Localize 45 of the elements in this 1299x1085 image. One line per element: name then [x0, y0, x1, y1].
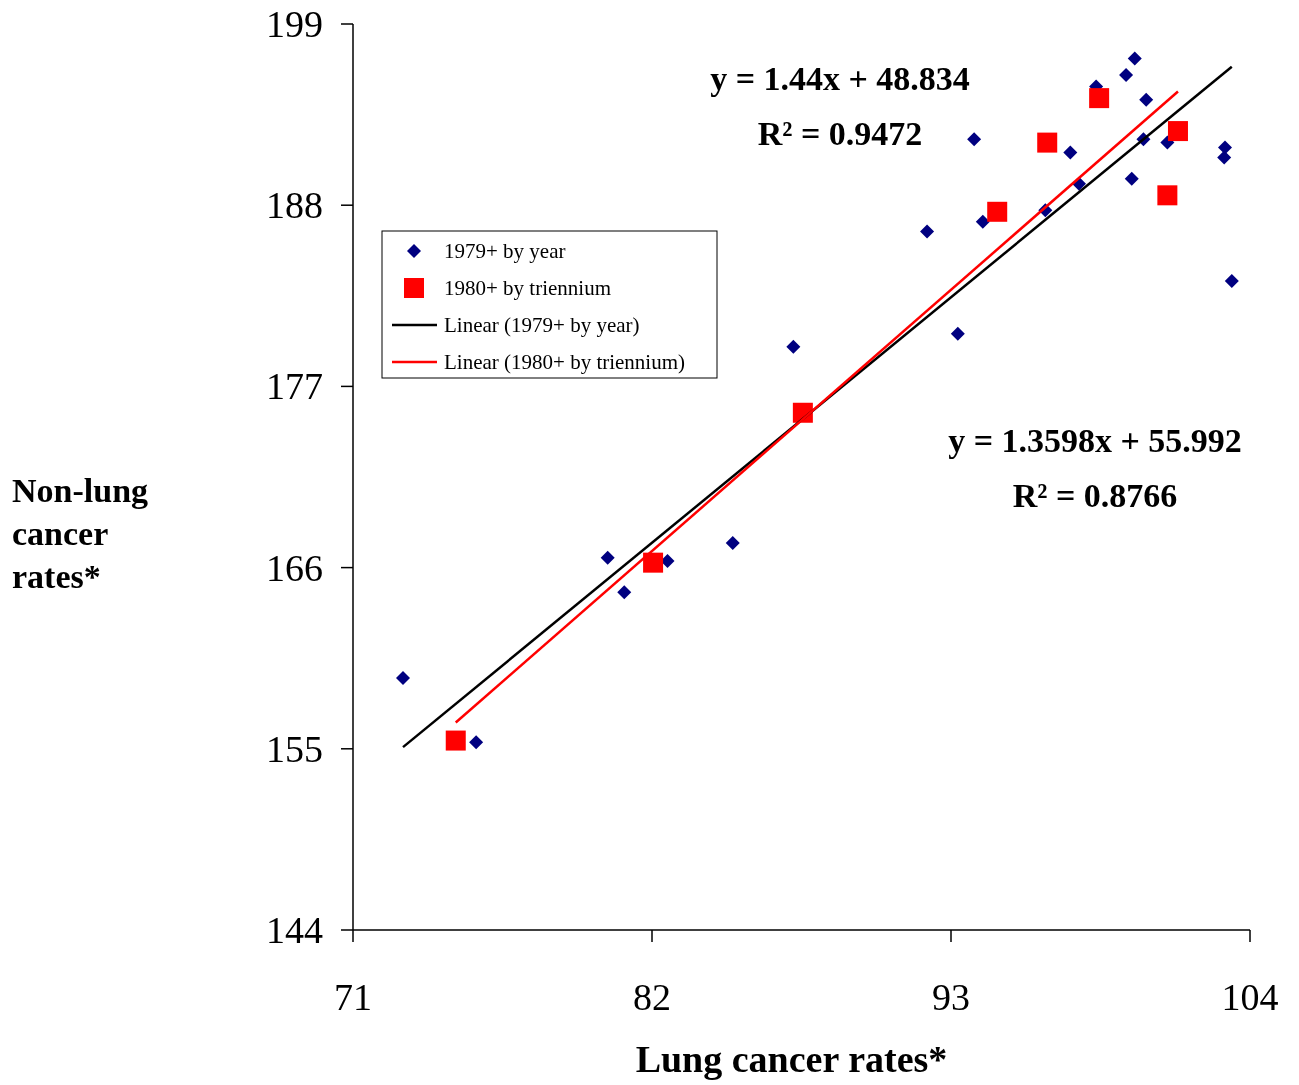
point — [1160, 135, 1175, 150]
y-tick-label: 144 — [266, 909, 323, 951]
point — [920, 224, 935, 239]
point — [1217, 150, 1232, 165]
annotation: y = 1.3598x + 55.992 — [948, 422, 1242, 459]
legend-label: Linear (1979+ by year) — [444, 313, 640, 337]
point — [1139, 92, 1154, 107]
point — [786, 339, 801, 354]
y-tick-label: 155 — [266, 727, 323, 770]
point — [643, 552, 664, 573]
point — [975, 214, 990, 229]
point — [1119, 68, 1134, 83]
legend-label: 1980+ by triennium — [444, 276, 611, 300]
point — [1063, 145, 1078, 160]
point — [1224, 273, 1239, 288]
x-tick-label: 93 — [932, 976, 970, 1018]
point — [396, 670, 411, 685]
x-tick-label: 71 — [334, 976, 372, 1018]
x-axis-title: Lung cancer rates* — [635, 1038, 948, 1080]
annotation: R² = 0.8766 — [1012, 477, 1178, 514]
legend-label: 1979+ by year — [444, 239, 566, 263]
point — [469, 735, 484, 750]
point — [1037, 132, 1058, 153]
y-tick-label: 177 — [266, 365, 323, 408]
point — [950, 326, 965, 341]
annotation: R² = 0.9472 — [757, 115, 923, 152]
x-tick-label: 104 — [1221, 976, 1279, 1018]
point — [1167, 121, 1188, 142]
point — [445, 730, 466, 751]
y-tick-label: 188 — [266, 184, 323, 227]
y-tick-label: 199 — [266, 3, 323, 45]
point — [600, 550, 615, 565]
annotation: y = 1.44x + 48.834 — [710, 60, 970, 97]
point — [1124, 171, 1139, 186]
y-tick-label: 166 — [266, 546, 323, 589]
point — [987, 201, 1008, 222]
legend-label: Linear (1980+ by triennium) — [444, 350, 686, 374]
point — [1089, 88, 1110, 109]
point — [725, 535, 740, 550]
point — [967, 132, 982, 147]
point — [1127, 51, 1142, 66]
point — [1157, 185, 1178, 206]
y-axis-title: Non-lung cancer rates* — [12, 472, 149, 595]
x-tick-label: 82 — [633, 976, 671, 1018]
point — [617, 585, 632, 600]
